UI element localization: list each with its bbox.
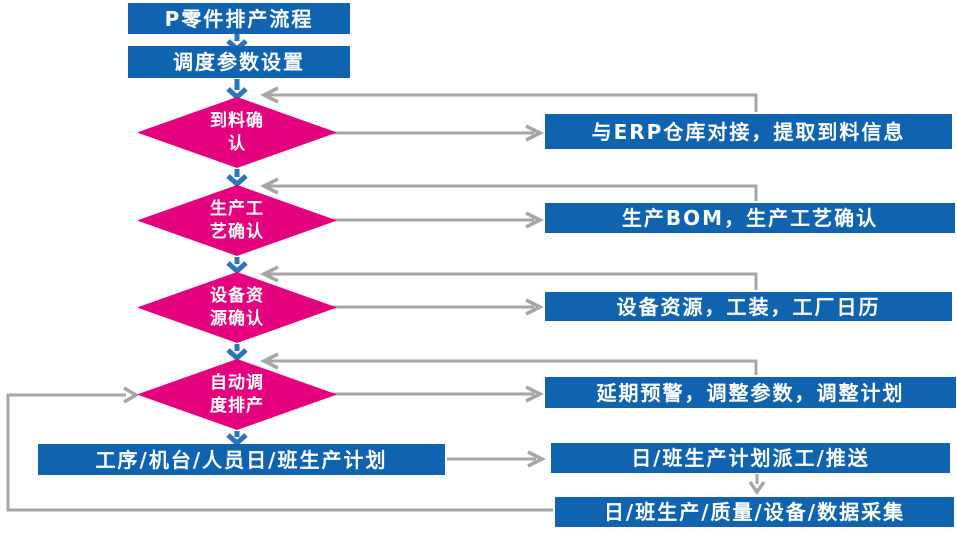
arrow-decision2-to-decision3 — [226, 257, 248, 275]
annotation-label: 生产BOM，生产工艺确认 — [621, 206, 879, 230]
connector-annotation3-return — [260, 265, 758, 290]
annotation-label: 设备资源，工装，工厂日历 — [616, 294, 881, 319]
decision-material-arrival: 到料确 认 — [137, 97, 337, 168]
start-box: P零件排产流程 — [128, 3, 350, 34]
annotation-label: 延期预警，调整参数，调整计划 — [596, 380, 905, 405]
arrow-decision4-to-plan — [226, 431, 248, 447]
collect-label: 日/班生产/质量/设备/数据采集 — [603, 500, 906, 524]
annotation-delay-warning: 延期预警，调整参数，调整计划 — [545, 377, 956, 408]
connector-annotation2-return — [260, 177, 758, 201]
start-label: P零件排产流程 — [164, 6, 314, 31]
connector-decision4-to-annotation4 — [330, 385, 544, 403]
connector-plan-to-dispatch — [447, 450, 546, 468]
decision-equipment-resource: 设备资 源确认 — [137, 272, 337, 343]
connector-decision3-to-annotation3 — [330, 298, 544, 316]
plan-label: 工序/机台/人员日/班生产计划 — [95, 447, 388, 472]
connector-annotation4-return — [260, 352, 758, 375]
decision-label: 生产工 艺确认 — [210, 199, 264, 242]
arrow-setup-to-decision1 — [226, 79, 248, 101]
connector-decision2-to-annotation2 — [330, 211, 544, 229]
annotation-label: 与ERP仓库对接，提取到料信息 — [591, 119, 906, 144]
plan-box: 工序/机台/人员日/班生产计划 — [38, 444, 445, 475]
annotation-erp-warehouse: 与ERP仓库对接，提取到料信息 — [545, 114, 952, 149]
connector-decision1-to-annotation1 — [330, 124, 544, 142]
decision-label: 设备资 源确认 — [210, 286, 264, 329]
connector-annotation1-return — [260, 86, 758, 112]
collect-box: 日/班生产/质量/设备/数据采集 — [555, 497, 954, 527]
dispatch-label: 日/班生产计划派工/推送 — [631, 446, 870, 470]
arrow-decision3-to-decision4 — [226, 344, 248, 362]
decision-process-confirm: 生产工 艺确认 — [137, 185, 337, 256]
annotation-production-bom: 生产BOM，生产工艺确认 — [545, 203, 955, 233]
decision-auto-scheduling: 自动调 度排产 — [137, 359, 337, 430]
decision-label: 自动调 度排产 — [210, 373, 264, 416]
connector-dispatch-to-collect — [748, 474, 766, 496]
arrow-decision1-to-decision2 — [226, 169, 248, 188]
setup-box: 调度参数设置 — [128, 46, 350, 78]
setup-label: 调度参数设置 — [173, 50, 305, 74]
annotation-equipment-calendar: 设备资源，工装，工厂日历 — [545, 292, 952, 321]
dispatch-box: 日/班生产计划派工/推送 — [551, 443, 950, 473]
decision-label: 到料确 认 — [210, 111, 264, 154]
